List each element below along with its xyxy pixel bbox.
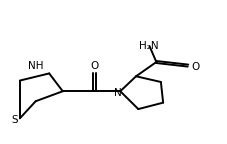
Text: O: O [191, 62, 200, 72]
Text: N: N [114, 88, 121, 98]
Text: NH: NH [28, 61, 43, 71]
Text: O: O [90, 61, 99, 71]
Text: H₂N: H₂N [139, 41, 159, 51]
Text: S: S [11, 115, 18, 125]
